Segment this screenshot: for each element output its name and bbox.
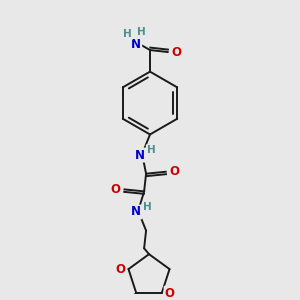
Text: H: H [123,29,132,39]
Text: O: O [165,287,175,300]
Text: N: N [131,38,141,51]
Text: H: H [137,27,146,38]
Text: O: O [116,262,126,276]
Text: O: O [172,46,182,59]
Text: N: N [131,206,141,218]
Text: H: H [147,145,155,155]
Text: O: O [111,183,121,196]
Text: N: N [135,148,145,162]
Text: H: H [143,202,152,212]
Text: O: O [169,165,179,178]
